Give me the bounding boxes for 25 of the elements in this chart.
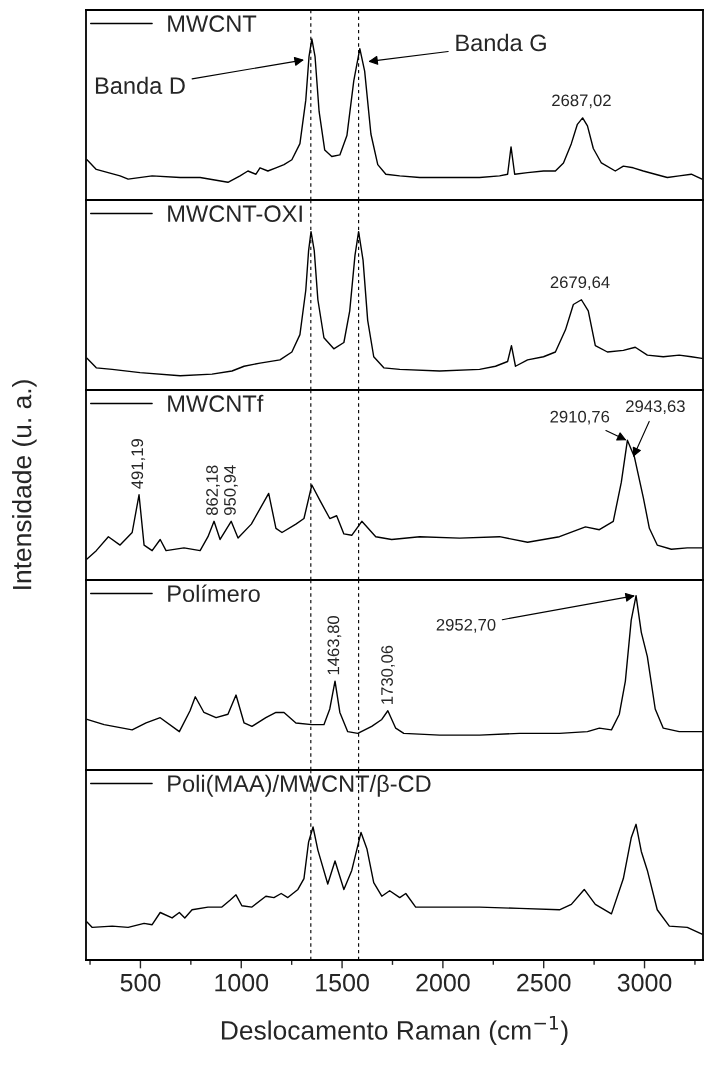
legend-label: MWCNT: [168, 15, 257, 33]
x-tick-label: 1000: [215, 973, 269, 992]
annotation: 862,18: [206, 465, 220, 516]
x-tick-label: 2000: [416, 973, 470, 992]
annotation: Banda G: [456, 33, 546, 52]
annotation: 1463,80: [327, 615, 342, 675]
annotation: 491,19: [131, 439, 146, 489]
annotation: Banda D: [95, 76, 185, 95]
x-tick-label: 1500: [316, 973, 369, 992]
x-tick-label: 500: [120, 973, 161, 992]
annotation: 2952,70: [436, 618, 496, 633]
annotation: 2687,02: [552, 94, 611, 109]
x-tick-label: 2500: [517, 973, 571, 992]
annotation: 2679,64: [550, 276, 610, 291]
annotation: 1730,06: [381, 645, 395, 704]
annotation: 2910,76: [550, 410, 610, 425]
annotation: 950,94: [224, 465, 238, 515]
annotation: 2943,63: [626, 400, 685, 415]
legend-label: MWCNT-OXI: [168, 205, 302, 223]
legend-label: Poli(MAA)/MWCNT/β-CD: [168, 774, 431, 797]
x-tick-label: 3000: [617, 973, 672, 992]
y-axis-title: Intensidade (u. a.): [12, 380, 37, 589]
x-axis-title: Deslocamento Raman (cm$^{−1}$): [221, 1015, 568, 1045]
legend-label: Polímero: [168, 584, 260, 603]
legend-label: MWCNTf: [168, 394, 264, 413]
